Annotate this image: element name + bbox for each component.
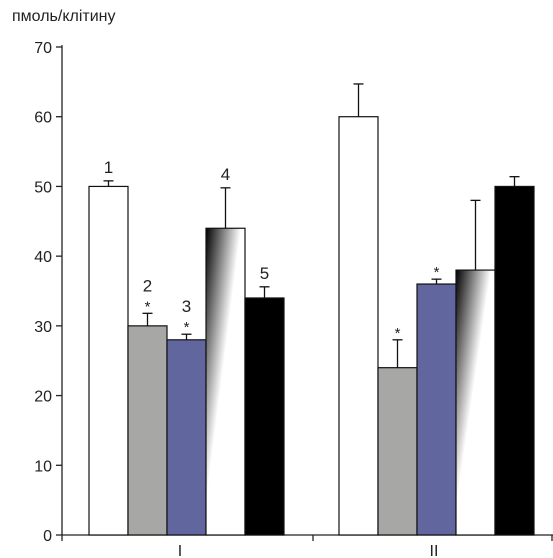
bar xyxy=(244,297,285,536)
significance-star: * xyxy=(395,325,401,342)
x-group-label: I xyxy=(178,543,182,558)
bar xyxy=(338,116,379,536)
bar-number-label: 5 xyxy=(260,264,269,283)
bar xyxy=(494,185,535,536)
bars xyxy=(88,116,535,536)
bar-number-label: 1 xyxy=(104,158,113,177)
error-bars xyxy=(103,83,520,368)
bar xyxy=(455,269,496,536)
significance-star: * xyxy=(145,298,151,315)
bar-number-label: 3 xyxy=(182,297,191,316)
y-tick-label: 60 xyxy=(34,110,52,127)
y-tick-label: 30 xyxy=(34,319,52,336)
y-tick-label: 20 xyxy=(34,389,52,406)
bar xyxy=(416,283,457,536)
bar xyxy=(205,227,246,536)
y-tick-label: 40 xyxy=(34,249,52,266)
bar xyxy=(127,325,168,536)
bar xyxy=(166,339,207,536)
y-tick-label: 0 xyxy=(43,528,52,545)
y-tick-label: 70 xyxy=(34,40,52,57)
bar-number-label: 4 xyxy=(221,165,230,184)
significance-star: * xyxy=(434,264,440,281)
y-axis-label: пмоль/клітину xyxy=(12,8,116,25)
y-tick-label: 10 xyxy=(34,458,52,475)
significance-star: * xyxy=(184,319,190,336)
bar-number-label: 2 xyxy=(143,276,152,295)
y-tick-label: 50 xyxy=(34,179,52,196)
bar xyxy=(377,367,418,536)
x-group-label: II xyxy=(430,543,439,558)
bar xyxy=(88,185,129,536)
bar-labels: 1 * 2 * * 3 * 4 5 xyxy=(104,158,440,342)
